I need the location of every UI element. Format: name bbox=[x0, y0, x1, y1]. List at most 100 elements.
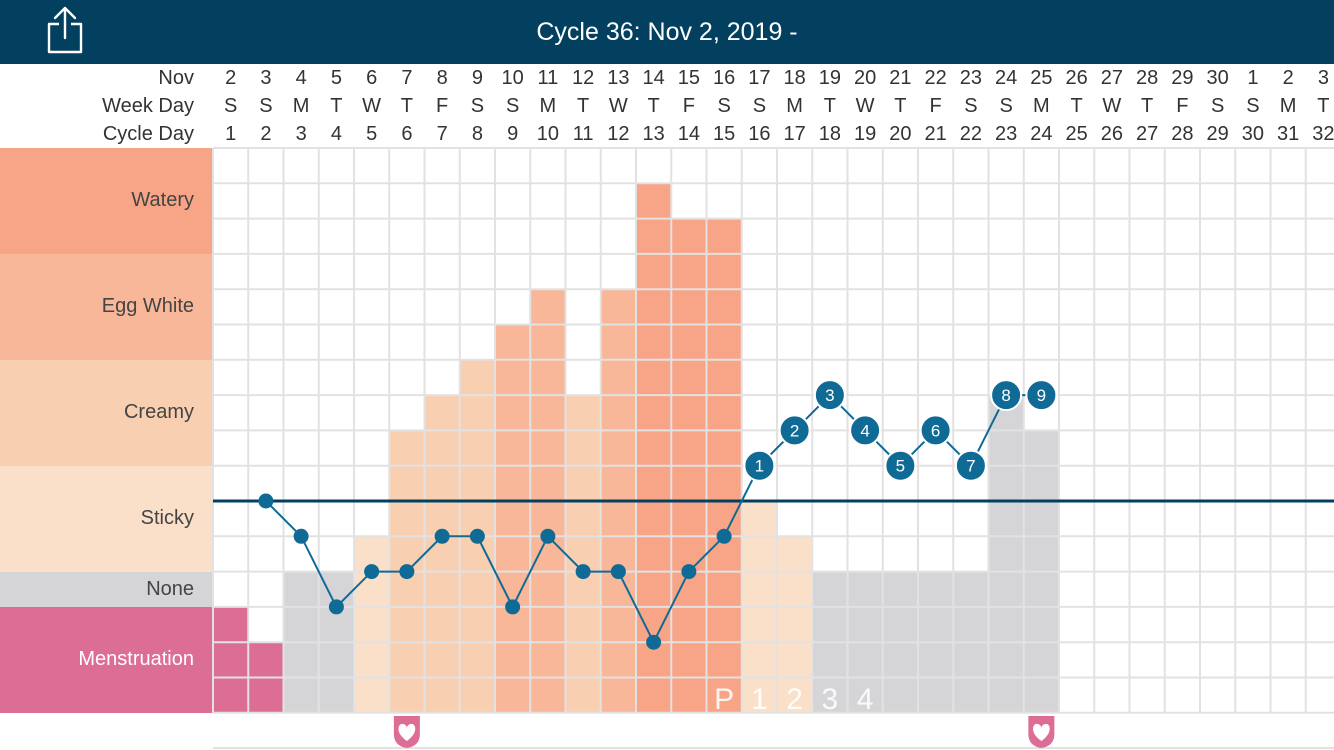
cycle-day-header-cell: 31 bbox=[1277, 123, 1300, 145]
temperature-point-labeled bbox=[813, 379, 846, 412]
peak-day-label: 1 bbox=[751, 683, 768, 716]
cycle-day-header-cell: 7 bbox=[436, 123, 448, 145]
weekday-header-cell: T bbox=[1317, 95, 1330, 117]
cycle-day-header-cell: 9 bbox=[507, 123, 519, 145]
temperature-point bbox=[716, 528, 732, 544]
temperature-point bbox=[399, 564, 415, 580]
weekday-header-cell: M bbox=[1279, 95, 1297, 117]
date-header-cell: 6 bbox=[366, 67, 378, 89]
temperature-point bbox=[328, 599, 344, 615]
category-label-creamy: Creamy bbox=[0, 359, 213, 466]
cycle-day-header-cell: 15 bbox=[713, 123, 736, 145]
weekday-header-cell: W bbox=[855, 95, 875, 117]
cycle-day-row-label: Cycle Day bbox=[102, 123, 194, 145]
weekday-header-cell: S bbox=[259, 95, 273, 117]
temperature-point bbox=[364, 564, 380, 580]
peak-day-label: P bbox=[714, 683, 734, 716]
cycle-day-header-cell: 32 bbox=[1312, 123, 1334, 145]
observation-bar bbox=[213, 606, 249, 713]
temperature-point bbox=[681, 564, 697, 580]
temperature-point-labeled bbox=[743, 449, 776, 482]
temperature-point bbox=[540, 528, 556, 544]
temperature-point-label: 9 bbox=[1037, 386, 1046, 405]
observation-bar bbox=[495, 324, 531, 713]
cycle-day-header-cell: 28 bbox=[1171, 123, 1194, 145]
date-header-cell: 5 bbox=[330, 67, 342, 89]
observation-bar bbox=[777, 536, 813, 713]
share-icon[interactable] bbox=[44, 6, 86, 56]
weekday-header-cell: M bbox=[539, 95, 557, 117]
weekday-header-cell: S bbox=[964, 95, 978, 117]
temperature-point-label: 7 bbox=[966, 457, 975, 476]
weekday-row-label: Week Day bbox=[102, 95, 194, 117]
temperature-point-label: 1 bbox=[755, 457, 764, 476]
temperature-point bbox=[505, 599, 521, 615]
weekday-header-cell: T bbox=[577, 95, 590, 117]
cycle-day-header-cell: 29 bbox=[1206, 123, 1229, 145]
cycle-day-header-cell: 3 bbox=[295, 123, 307, 145]
observation-bar bbox=[354, 536, 390, 713]
date-header-cell: 28 bbox=[1136, 67, 1159, 89]
cycle-day-header-cell: 21 bbox=[924, 123, 947, 145]
date-header: Nov Week Day Cycle Day 2 3 4 5 6 7 8 9 10 11 12 13 1… bbox=[0, 64, 1334, 148]
temperature-point-labeled bbox=[919, 414, 952, 447]
date-header-cell: 13 bbox=[607, 67, 630, 89]
temperature-point-labeled bbox=[778, 414, 811, 447]
date-header-cell: 19 bbox=[818, 67, 841, 89]
cycle-day-header-cell: 13 bbox=[642, 123, 665, 145]
date-header-cell: 17 bbox=[748, 67, 771, 89]
observation-bar bbox=[988, 395, 1025, 713]
date-header-cell: 24 bbox=[995, 67, 1018, 89]
cycle-day-header-cell: 27 bbox=[1136, 123, 1159, 145]
cycle-day-header-cell: 22 bbox=[959, 123, 982, 145]
weekday-header-cell: T bbox=[823, 95, 836, 117]
cycle-day-header-cell: 2 bbox=[260, 123, 272, 145]
peak-day-label: 2 bbox=[786, 683, 803, 716]
cycle-day-header-cell: 24 bbox=[1030, 123, 1053, 145]
temperature-point-labeled bbox=[990, 379, 1023, 412]
observation-bar bbox=[565, 395, 602, 713]
date-header-cell: 12 bbox=[572, 67, 595, 89]
observation-bar bbox=[424, 395, 461, 713]
date-header-cell: 7 bbox=[401, 67, 413, 89]
weekday-header-cell: T bbox=[647, 95, 660, 117]
date-header-cell: 8 bbox=[436, 67, 448, 89]
date-header-cell: 11 bbox=[537, 67, 559, 89]
temperature-point-label: 3 bbox=[825, 386, 834, 405]
cycle-day-header-cell: 11 bbox=[572, 123, 594, 145]
date-header-cell: 30 bbox=[1206, 67, 1229, 89]
weekday-header-cell: F bbox=[1176, 95, 1189, 117]
cycle-day-header-cell: 4 bbox=[330, 123, 342, 145]
temperature-point bbox=[469, 528, 485, 544]
peak-day-label: 4 bbox=[857, 683, 874, 716]
temperature-point bbox=[434, 528, 450, 544]
category-label-menstruation: Menstruation bbox=[0, 606, 213, 713]
cycle-day-header-cell: 10 bbox=[536, 123, 559, 145]
temperature-point-label: 6 bbox=[931, 421, 940, 440]
temperature-point-label: 5 bbox=[896, 457, 905, 476]
date-header-cell: 3 bbox=[1317, 67, 1329, 89]
cycle-day-header-cell: 18 bbox=[818, 123, 841, 145]
weekday-header-cell: M bbox=[786, 95, 803, 117]
weekday-header-cell: W bbox=[362, 95, 382, 117]
intercourse-heart-icon bbox=[393, 716, 420, 748]
cycle-day-header-cell: 1 bbox=[225, 123, 237, 145]
cycle-day-header-cell: 25 bbox=[1065, 123, 1088, 145]
weekday-header-cell: S bbox=[470, 95, 485, 117]
top-bar: Cycle 36: Nov 2, 2019 - bbox=[0, 0, 1334, 64]
weekday-header-cell: F bbox=[682, 95, 695, 117]
weekday-header-cell: S bbox=[1210, 95, 1225, 117]
cycle-day-header-cell: 17 bbox=[783, 123, 806, 145]
month-row-label: Nov bbox=[158, 67, 194, 89]
weekday-header-cell: T bbox=[1141, 95, 1154, 117]
weekday-header-cell: F bbox=[436, 95, 449, 117]
weekday-header-cell: T bbox=[400, 95, 413, 117]
date-header-cell: 27 bbox=[1100, 67, 1123, 89]
weekday-header-cell: S bbox=[999, 95, 1013, 117]
weekday-header-cell: S bbox=[1246, 95, 1260, 117]
category-label-none: None bbox=[0, 571, 213, 607]
temperature-point-label: 4 bbox=[860, 421, 869, 440]
cycle-day-header-cell: 5 bbox=[366, 123, 378, 145]
date-header-cell: 4 bbox=[295, 67, 307, 89]
